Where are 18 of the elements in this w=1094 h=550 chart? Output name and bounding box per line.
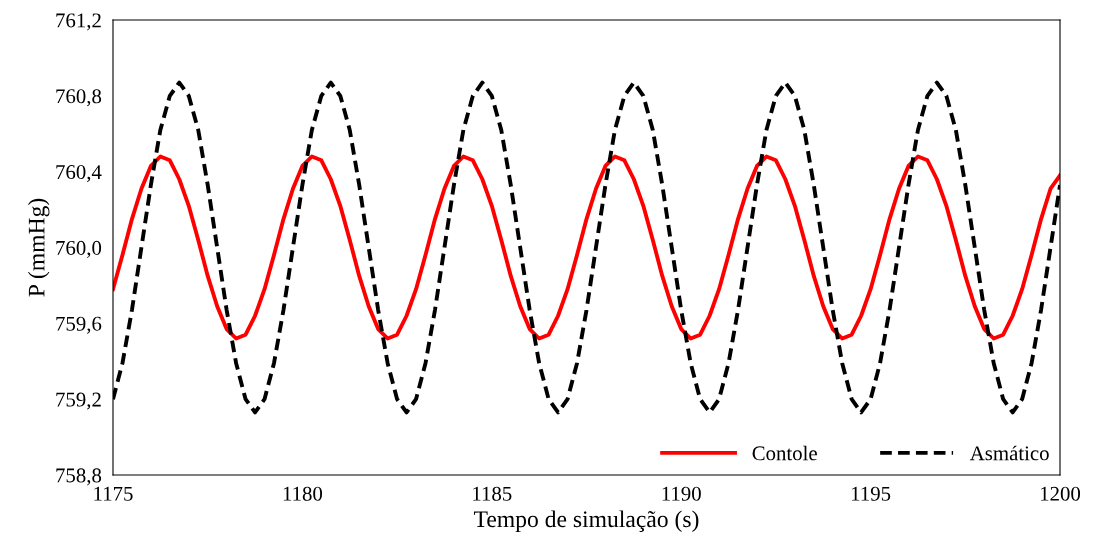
y-tick-label: 758,8 — [56, 468, 102, 486]
x-tick-label: 1175 — [94, 486, 133, 501]
x-tick-label: 1195 — [851, 486, 891, 501]
y-tick-label: 761,2 — [56, 13, 101, 31]
x-axis-title: Tempo de simulação (s) — [474, 510, 699, 532]
y-axis-title: P (mmHg) — [27, 198, 50, 297]
x-tick-label: 1180 — [283, 486, 323, 501]
x-tick-label: 1185 — [473, 486, 512, 501]
y-tick-label: 759,2 — [56, 392, 101, 410]
legend-label: Asmático — [969, 445, 1049, 461]
line-series — [113, 154, 1060, 341]
y-tick-label: 760,8 — [56, 89, 102, 107]
legend-label: Contole — [752, 445, 817, 461]
x-tick-label: 1190 — [662, 486, 701, 501]
x-tick-label: 1200 — [1041, 486, 1081, 501]
y-tick-label: 759,6 — [56, 316, 102, 334]
y-tick-label: 760,0 — [56, 240, 102, 258]
y-tick-label: 760,4 — [56, 165, 102, 183]
